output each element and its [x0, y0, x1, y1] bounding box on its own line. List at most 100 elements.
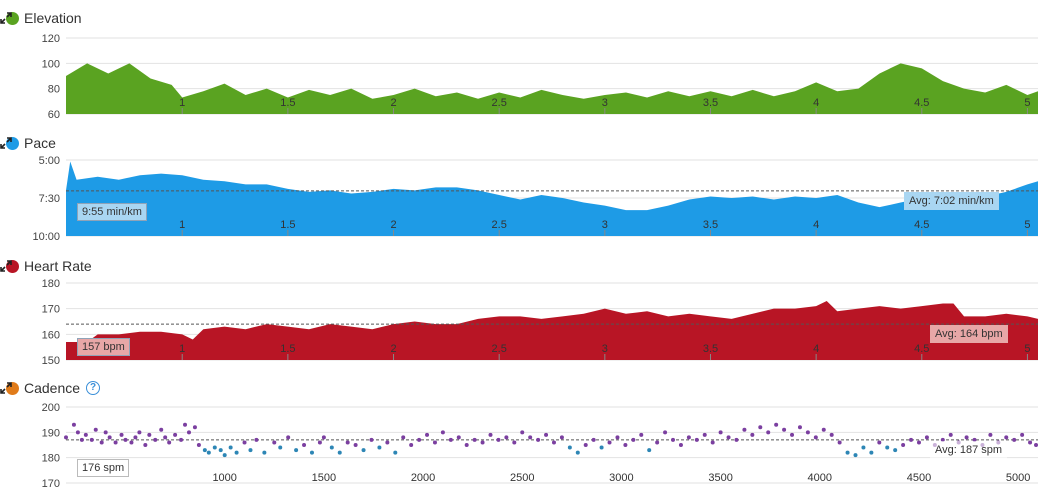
pace-title: Pace	[6, 133, 56, 153]
data-point	[353, 443, 358, 447]
heart-rate-panel: Heart Rate 180 170 160 150 1 1.5 2 2.5 3 3.5 4 4.5 5…	[0, 256, 1047, 368]
y-tick-label: 5:00	[39, 155, 60, 167]
data-point	[599, 445, 604, 450]
data-point	[710, 440, 715, 445]
data-point	[663, 430, 668, 435]
y-tick-label: 160	[42, 329, 60, 341]
data-point	[575, 450, 580, 455]
data-point	[909, 437, 914, 442]
data-point	[262, 450, 267, 455]
data-point	[829, 432, 834, 437]
data-point	[278, 445, 283, 450]
data-point	[607, 440, 612, 445]
data-point	[218, 448, 223, 453]
data-point	[504, 435, 509, 440]
data-point	[163, 435, 168, 440]
expand-icon[interactable]	[0, 260, 12, 272]
data-point	[321, 435, 326, 440]
x-tick-label: 5000	[1006, 472, 1030, 484]
x-tick-label: 1	[179, 219, 185, 231]
data-point	[71, 422, 76, 427]
data-point	[317, 440, 322, 445]
data-point	[107, 435, 112, 440]
data-point	[448, 437, 453, 442]
x-tick-label: 2	[390, 219, 396, 231]
cadence-tooltip: 176 spm	[77, 459, 130, 477]
x-tick-label: 2.5	[492, 219, 507, 231]
data-point	[401, 435, 406, 440]
x-tick-label: 5	[1024, 343, 1030, 355]
x-tick-label: 2.5	[492, 343, 507, 355]
data-point	[647, 448, 652, 453]
x-tick-label: 3500	[708, 472, 732, 484]
data-point	[345, 440, 350, 445]
data-point	[885, 445, 890, 450]
data-point	[1034, 443, 1039, 447]
data-point	[432, 440, 437, 445]
data-point	[1020, 432, 1025, 437]
pace-average-label: Avg: 7:02 min/km	[904, 192, 999, 210]
data-point	[734, 437, 739, 442]
data-point	[186, 430, 191, 435]
data-point	[797, 425, 802, 430]
expand-icon[interactable]	[0, 382, 12, 394]
data-point	[329, 445, 334, 450]
x-tick-label: 4	[813, 343, 819, 355]
y-tick-label: 180	[42, 278, 60, 290]
x-tick-label: 4.5	[914, 97, 929, 109]
data-point	[790, 432, 795, 437]
data-point	[222, 453, 227, 458]
data-point	[631, 437, 636, 442]
data-point	[853, 453, 858, 458]
data-point	[254, 437, 259, 442]
data-point	[774, 422, 779, 427]
elevation-title-text: Elevation	[24, 10, 82, 26]
expand-icon[interactable]	[0, 137, 12, 149]
x-tick-label: 3	[602, 343, 608, 355]
data-point	[940, 437, 945, 442]
data-area	[66, 63, 1038, 114]
expand-icon[interactable]	[0, 12, 12, 24]
x-tick-label: 1.5	[280, 97, 295, 109]
data-point	[183, 422, 188, 427]
data-point	[1004, 435, 1009, 440]
x-tick-label: 4	[813, 219, 819, 231]
data-point	[528, 435, 533, 440]
elevation-panel: Elevation 120 100 80 60 1 1.5 2 2.5 3 3.5 4 4.5 5	[0, 8, 1047, 121]
data-point	[758, 425, 763, 430]
data-point	[83, 432, 88, 437]
x-tick-label: 3.5	[703, 343, 718, 355]
data-point	[583, 443, 588, 447]
data-point	[639, 432, 644, 437]
data-point	[377, 445, 382, 450]
data-point	[869, 450, 874, 455]
data-point	[286, 435, 291, 440]
data-point	[702, 432, 707, 437]
data-point	[615, 435, 620, 440]
data-point	[137, 430, 142, 435]
data-point	[948, 432, 953, 437]
data-point	[480, 440, 485, 445]
y-tick-label: 60	[48, 109, 60, 121]
data-point	[369, 437, 374, 442]
data-point	[512, 440, 517, 445]
data-point	[129, 440, 134, 445]
y-tick-label: 190	[42, 427, 60, 439]
help-icon[interactable]: ?	[86, 381, 101, 395]
data-point	[472, 437, 477, 442]
x-tick-label: 1	[179, 97, 185, 109]
x-tick-label: 3000	[609, 472, 633, 484]
data-point	[1028, 440, 1033, 445]
x-tick-label: 3	[602, 219, 608, 231]
cadence-average-label: Avg: 187 spm	[930, 441, 1008, 459]
cadence-panel: Cadence ? 200 190 180 170 1000 1500 2000 2500 30…	[0, 378, 1047, 496]
y-tick-label: 180	[42, 453, 60, 465]
x-tick-label: 4.5	[914, 343, 929, 355]
y-tick-label: 10:00	[32, 231, 60, 243]
data-point	[425, 432, 430, 437]
data-point	[179, 437, 184, 442]
data-point	[567, 445, 572, 450]
data-point	[726, 435, 731, 440]
x-tick-label: 4500	[907, 472, 931, 484]
y-tick-label: 7:30	[39, 193, 60, 205]
